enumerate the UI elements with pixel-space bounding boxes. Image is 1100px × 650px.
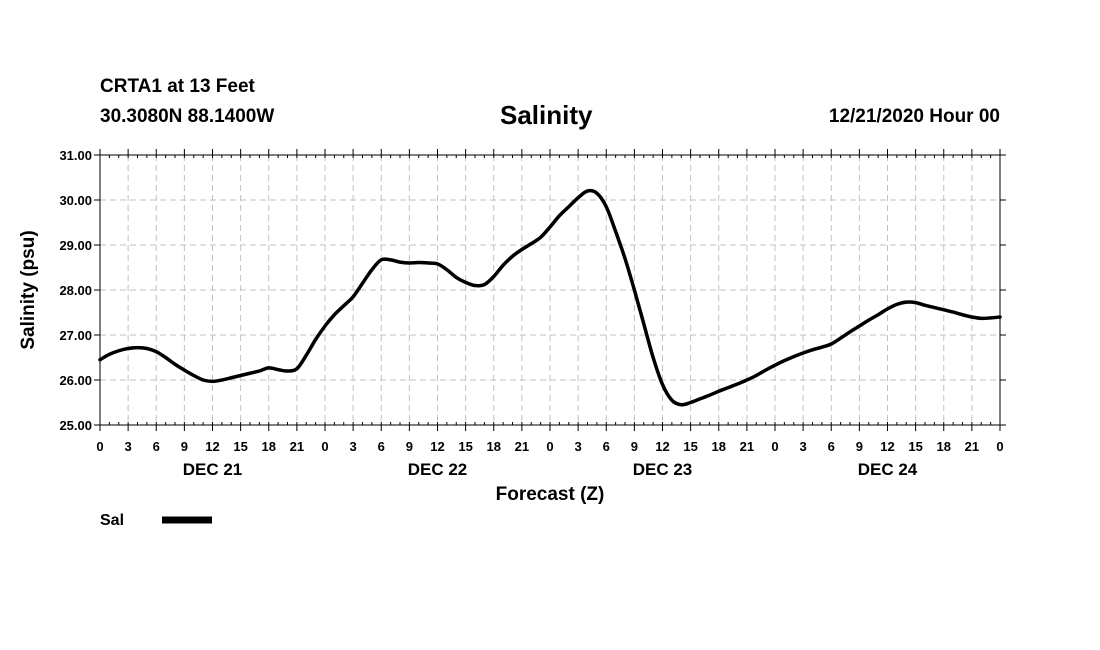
x-tick-label: 18	[712, 439, 726, 454]
x-tick-label: 6	[603, 439, 610, 454]
x-tick-label: 18	[937, 439, 951, 454]
x-tick-label: 6	[378, 439, 385, 454]
x-tick-label: 9	[856, 439, 863, 454]
x-tick-label: 3	[575, 439, 582, 454]
x-tick-label: 21	[965, 439, 979, 454]
day-label: DEC 23	[633, 460, 693, 479]
grid	[100, 155, 1000, 425]
x-tick-label: 21	[515, 439, 529, 454]
tick-labels: 25.00 26.00 27.00 28.00 29.00 30.00 31.00 0 3 6 9 1…	[59, 148, 1003, 454]
x-tick-label: 18	[262, 439, 276, 454]
x-tick-label: 18	[487, 439, 501, 454]
legend-label-sal: Sal	[100, 512, 124, 529]
legend: Sal	[100, 512, 212, 529]
x-tick-label: 12	[430, 439, 444, 454]
x-tick-label: 9	[181, 439, 188, 454]
model-run-time: 12/21/2020 Hour 00	[828, 106, 1000, 127]
x-tick-label: 9	[631, 439, 638, 454]
x-tick-label: 0	[321, 439, 328, 454]
x-tick-label: 3	[800, 439, 807, 454]
chart-title: Salinity	[500, 100, 593, 130]
x-tick-label: 21	[740, 439, 754, 454]
x-axis-label: Forecast (Z)	[496, 484, 605, 505]
y-tick-label: 28.00	[59, 283, 92, 298]
day-label: DEC 22	[408, 460, 468, 479]
x-tick-label: 3	[350, 439, 357, 454]
y-tick-label: 30.00	[59, 193, 92, 208]
x-tick-label: 15	[908, 439, 922, 454]
y-tick-label: 31.00	[59, 148, 92, 163]
x-tick-label: 15	[683, 439, 697, 454]
x-tick-label: 3	[125, 439, 132, 454]
x-tick-label: 6	[153, 439, 160, 454]
x-tick-label: 6	[828, 439, 835, 454]
day-labels: DEC 21 DEC 22 DEC 23 DEC 24	[183, 460, 918, 479]
x-tick-label: 0	[771, 439, 778, 454]
x-tick-label: 15	[458, 439, 472, 454]
y-tick-label: 29.00	[59, 238, 92, 253]
series-line-sal	[98, 188, 1002, 407]
x-tick-label: 12	[205, 439, 219, 454]
x-tick-label: 12	[655, 439, 669, 454]
y-axis-label: Salinity (psu)	[18, 230, 39, 349]
station-coordinates: 30.3080N 88.1400W	[100, 106, 275, 127]
y-tick-label: 25.00	[59, 418, 92, 433]
x-tick-label: 21	[290, 439, 304, 454]
day-label: DEC 21	[183, 460, 243, 479]
x-tick-label: 9	[406, 439, 413, 454]
tick-marks	[94, 149, 1006, 431]
x-tick-label: 0	[96, 439, 103, 454]
y-tick-label: 27.00	[59, 328, 92, 343]
x-tick-label: 15	[233, 439, 247, 454]
x-tick-label: 0	[546, 439, 553, 454]
station-name: CRTA1 at 13 Feet	[100, 76, 255, 97]
day-label: DEC 24	[858, 460, 918, 479]
y-tick-label: 26.00	[59, 373, 92, 388]
x-tick-label: 12	[880, 439, 894, 454]
x-tick-label: 0	[996, 439, 1003, 454]
